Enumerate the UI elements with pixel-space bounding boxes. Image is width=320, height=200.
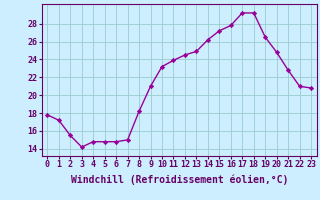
X-axis label: Windchill (Refroidissement éolien,°C): Windchill (Refroidissement éolien,°C) [70,175,288,185]
